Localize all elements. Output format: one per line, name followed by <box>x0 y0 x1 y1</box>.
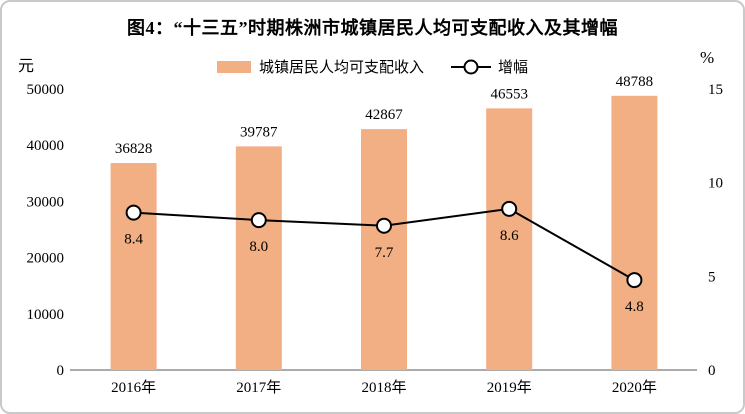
right-axis-tick-label: 15 <box>708 82 723 98</box>
legend-line-marker-icon <box>450 59 492 75</box>
legend-bar-swatch <box>216 60 251 73</box>
x-axis-label: 2016年 <box>111 379 156 396</box>
left-axis-tick-label: 20000 <box>27 251 65 267</box>
growth-line-marker <box>626 272 643 289</box>
line-value-label: 8.6 <box>500 228 519 244</box>
right-axis-unit: % <box>700 48 715 67</box>
left-axis-tick-label: 10000 <box>27 307 65 323</box>
income-bar <box>611 95 658 371</box>
bar-value-label: 46553 <box>490 86 528 102</box>
line-value-label: 8.4 <box>124 232 143 248</box>
line-value-label: 8.0 <box>249 239 268 255</box>
bar-value-label: 36828 <box>115 141 153 157</box>
x-axis-label: 2018年 <box>361 379 406 396</box>
x-axis-label: 2019年 <box>487 379 532 396</box>
income-bar <box>235 146 282 370</box>
bar-value-label: 48788 <box>616 74 654 90</box>
legend-line-label: 增幅 <box>498 60 529 76</box>
left-axis-tick-label: 40000 <box>27 138 65 154</box>
left-axis-tick-label: 50000 <box>27 82 65 98</box>
x-axis-label: 2017年 <box>236 379 281 396</box>
growth-line-marker <box>250 212 267 229</box>
legend-bar-label: 城镇居民人均可支配收入 <box>258 60 424 76</box>
line-value-label: 7.7 <box>375 245 394 261</box>
bar-value-label: 39787 <box>240 124 278 140</box>
income-bar <box>361 129 407 370</box>
left-axis-tick-label: 0 <box>57 363 65 379</box>
income-bar <box>110 163 157 370</box>
right-axis-tick-label: 0 <box>708 363 716 379</box>
x-axis-label: 2020年 <box>612 379 657 396</box>
income-bar <box>486 108 533 371</box>
bar-value-label: 42867 <box>365 107 403 123</box>
growth-line-marker <box>501 200 518 217</box>
chart-title: 图4：“十三五”时期株洲市城镇居民人均可支配收入及其增幅 <box>127 18 618 38</box>
right-axis-tick-label: 5 <box>708 269 716 285</box>
right-axis-tick-label: 10 <box>708 176 723 192</box>
legend: 城镇居民人均可支配收入 增幅 <box>2 56 743 77</box>
left-axis-tick-label: 30000 <box>27 194 65 210</box>
growth-line-marker <box>376 217 392 234</box>
growth-line-marker <box>125 204 142 221</box>
line-value-label: 4.8 <box>625 299 644 315</box>
left-axis-unit: 元 <box>18 58 35 75</box>
